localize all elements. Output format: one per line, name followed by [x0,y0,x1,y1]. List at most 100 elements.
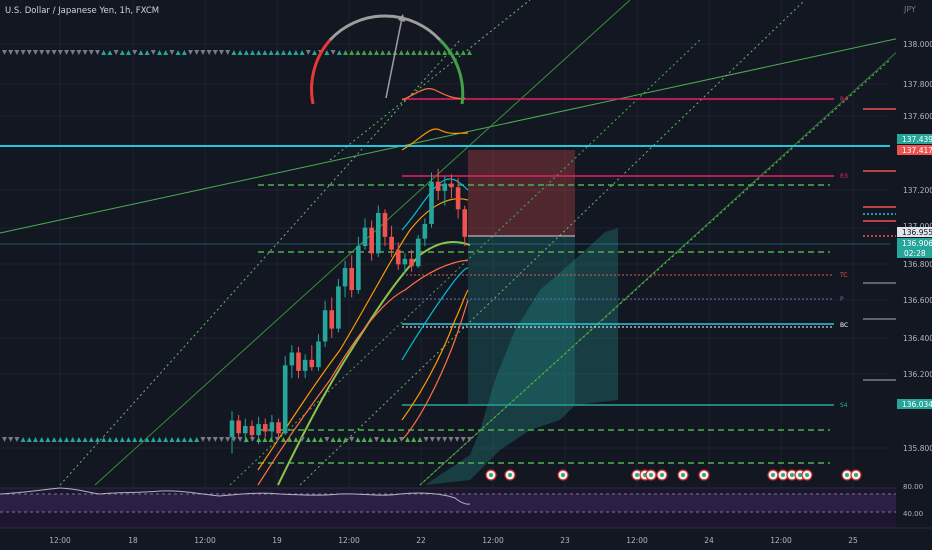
candle-body[interactable] [395,249,401,265]
pivot-labels: R4 R3 TC P BC S4 [839,96,848,409]
signal-triangle [417,437,423,442]
signal-triangle [144,50,150,55]
candle-body[interactable] [262,424,268,432]
signal-triangle [175,50,181,55]
candle-body[interactable] [302,359,308,371]
candle-body[interactable] [382,212,388,237]
candle-body[interactable] [236,420,241,434]
signal-triangle [39,50,45,55]
candle-body[interactable] [409,258,414,267]
candlestick-series[interactable] [229,168,468,454]
signal-triangle [231,50,237,55]
candle-body[interactable] [422,223,428,239]
sentiment-gauge [310,14,465,105]
candle-body[interactable] [269,422,275,432]
time-tick: 22 [416,536,426,545]
signal-triangle [237,437,243,442]
candle-body[interactable] [329,310,335,329]
signal-triangle [442,437,448,442]
event-flag-dot [635,473,639,477]
signal-markers-top [2,50,472,55]
candle-body[interactable] [429,181,434,224]
candle-body[interactable] [282,365,288,434]
candle-body[interactable] [322,310,328,342]
candle-body[interactable] [296,352,301,371]
candle-body[interactable] [249,425,255,436]
signal-triangle [386,50,392,55]
economic-event-icons[interactable] [485,469,862,481]
candle-body[interactable] [449,183,454,188]
signal-triangle [417,50,423,55]
candle-body[interactable] [309,359,315,368]
candle-body[interactable] [276,422,281,434]
signal-triangle [442,50,448,55]
signal-triangle [268,50,274,55]
signal-triangle [169,437,175,442]
candle-body[interactable] [336,286,341,329]
candle-body[interactable] [256,424,261,436]
candle-body[interactable] [376,212,381,254]
candle-body[interactable] [455,187,461,210]
signal-triangle [287,50,293,55]
candle-body[interactable] [462,209,468,237]
signal-triangle [200,50,206,55]
signal-triangle [392,437,398,442]
signal-triangle [194,50,200,55]
signal-triangle [225,50,231,55]
candle-body[interactable] [389,236,394,250]
signal-triangle [206,437,212,442]
signal-triangle [119,437,125,442]
axis-level-marks [863,108,896,381]
time-axis[interactable] [0,528,932,550]
signal-triangle [343,437,348,442]
signal-triangle [293,437,299,442]
event-flag-dot [660,473,664,477]
candle-body[interactable] [356,246,361,291]
signal-triangle [88,437,94,442]
candle-body[interactable] [362,227,368,246]
candle-body[interactable] [442,183,448,191]
time-tick: 18 [128,536,138,545]
candle-body[interactable] [342,268,348,287]
signal-triangle [411,437,417,442]
signal-triangle [107,437,113,442]
signal-triangle [45,437,51,442]
signal-triangle [70,50,76,55]
signal-triangle [262,50,268,55]
stop-loss-zone[interactable] [468,150,575,236]
signal-triangle [250,50,255,55]
candle-body[interactable] [229,420,235,437]
candle-body[interactable] [415,238,421,267]
chart-title: U.S. Dollar / Japanese Yen, 1h, FXCM [5,6,159,16]
event-flag-dot [649,473,653,477]
signal-triangle [256,50,262,55]
signal-triangle [150,50,156,55]
candle-body[interactable] [289,352,295,366]
candle-body[interactable] [369,227,374,254]
signal-triangle [95,50,100,55]
candle-body[interactable] [243,425,248,434]
candle-body[interactable] [435,181,441,191]
time-tick: 12:00 [338,536,360,545]
take-profit-zone[interactable] [468,236,575,404]
signal-triangle [330,50,336,55]
candle-body[interactable] [316,341,321,368]
signal-triangle [219,437,224,442]
signal-triangle [386,437,392,442]
signal-triangle [212,437,218,442]
price-axis[interactable] [896,0,932,528]
candle-body[interactable] [349,268,354,291]
current-price: 136.955 [902,228,932,237]
signal-triangle [231,437,237,442]
pivot-label-bc: BC [840,322,848,329]
price-tick: 137.000 [903,222,932,231]
signal-triangle [268,437,274,442]
signal-triangle [70,437,76,442]
signal-triangle [144,437,150,442]
signal-triangle [355,437,361,442]
signal-triangle [423,50,429,55]
candle-body[interactable] [402,258,408,265]
signal-triangle [26,50,32,55]
